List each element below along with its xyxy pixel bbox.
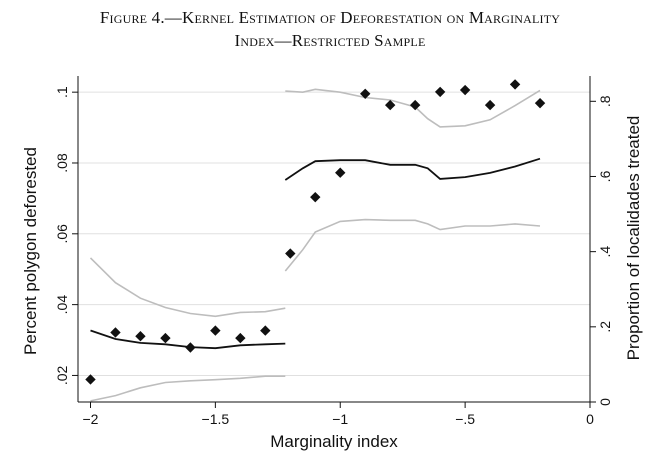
data-point-marker	[285, 248, 296, 259]
ci-upper-line	[89, 257, 286, 318]
data-point-marker	[335, 167, 346, 178]
data-point-marker	[509, 79, 521, 90]
figure-caption-line-1: Figure 4.—Kernel Estimation of Deforesta…	[99, 8, 561, 27]
data-point-marker	[459, 84, 471, 96]
kernel-estimate-line	[284, 157, 541, 181]
axes: −2 −1.5 −1 −.5 0 .02 .04 .06 .08 .1 0 .2 .4 .6 .8	[54, 76, 613, 427]
data-point-marker	[110, 327, 121, 338]
data-point-marker	[235, 332, 246, 344]
data-point-marker	[260, 325, 271, 336]
confidence-bands	[89, 88, 541, 402]
gridlines	[78, 91, 590, 376]
ci-upper-line	[285, 88, 541, 128]
ci-lower-line	[90, 375, 286, 402]
x-tick-label: 0	[586, 411, 594, 427]
x-tick-label: −.5	[455, 411, 475, 427]
y-right-tick-label: 0	[597, 398, 613, 406]
x-tick-label: −1	[332, 411, 348, 427]
y-left-tick-label: .06	[54, 224, 70, 244]
y-right-tick-label: .4	[597, 246, 613, 258]
ci-lower-line	[284, 218, 541, 272]
data-points	[85, 79, 546, 385]
data-point-marker	[85, 374, 96, 385]
data-point-marker	[310, 191, 321, 203]
y-left-tick-label: .08	[54, 153, 70, 173]
y-axis-title-right: Proportion of localidades treated	[624, 116, 643, 361]
y-left-tick-label: .1	[54, 86, 70, 98]
y-right-tick-label: .8	[597, 95, 613, 107]
data-point-marker	[185, 342, 196, 353]
data-point-marker	[160, 332, 171, 344]
data-point-marker	[434, 86, 446, 98]
data-point-marker	[135, 331, 146, 342]
y-left-tick-label: .04	[54, 295, 70, 315]
data-point-marker	[360, 88, 371, 99]
y-right-tick-label: .2	[597, 321, 613, 333]
x-tick-label: −2	[83, 411, 99, 427]
data-point-marker	[409, 99, 421, 111]
figure-caption: Figure 4.—Kernel Estimation of Deforesta…	[0, 6, 660, 52]
data-point-marker	[484, 99, 496, 111]
data-point-marker	[210, 325, 221, 336]
data-point-marker	[384, 99, 396, 111]
y-left-tick-label: .02	[54, 366, 70, 386]
figure-caption-line-2: Index—Restricted Sample	[234, 31, 426, 50]
kernel-estimate-lines	[90, 157, 541, 350]
x-axis-title: Marginality index	[270, 432, 398, 451]
y-axis-title-left: Percent polygon deforested	[21, 147, 40, 355]
y-right-tick-label: .6	[597, 170, 613, 182]
x-tick-label: −1.5	[202, 411, 230, 427]
data-point-marker	[534, 97, 546, 109]
